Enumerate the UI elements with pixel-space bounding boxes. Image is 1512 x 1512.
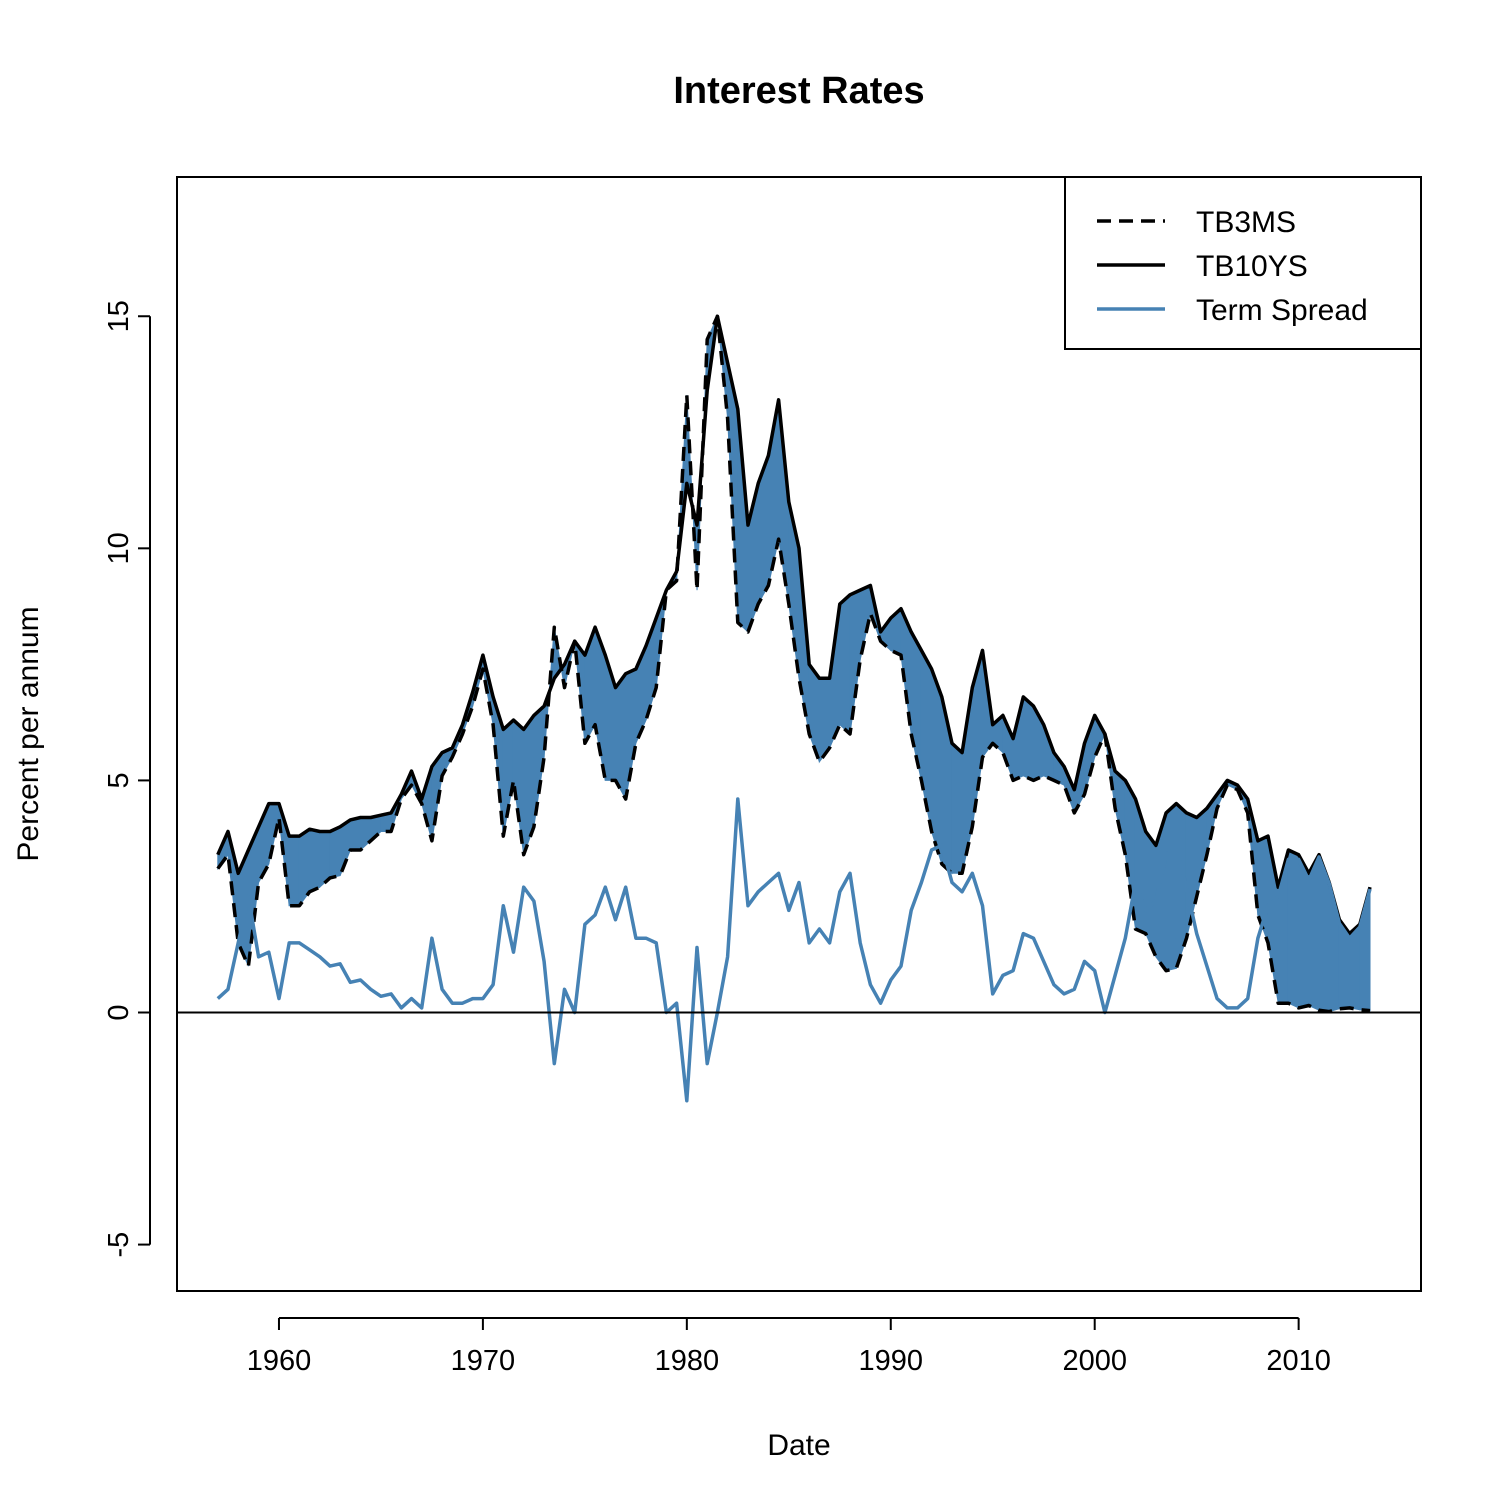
plot-frame: [176, 176, 1422, 1292]
series-line-tb3ms: [216, 314, 1371, 1014]
band-segment: [951, 742, 963, 874]
band-segment: [329, 826, 341, 879]
x-tick-label: 2010: [1266, 1345, 1331, 1377]
x-tick-label: 1970: [451, 1345, 516, 1377]
y-tick-label: 0: [103, 1004, 135, 1020]
y-tick-label: 15: [103, 300, 135, 332]
series-line-term-spread: [216, 797, 1372, 1103]
y-tick-label: 10: [103, 532, 135, 564]
band-segment: [1145, 829, 1157, 958]
x-axis: 1960 1970 1980 1990 2000 2010: [247, 1317, 1331, 1377]
plot-area: [177, 314, 1421, 1103]
band-segment: [1287, 849, 1300, 1009]
legend-box: [1064, 176, 1422, 350]
x-tick-label: 1960: [247, 1345, 312, 1377]
legend-label: Term Spread: [1196, 294, 1368, 327]
band-segment: [1165, 802, 1177, 972]
legend-label: TB10YS: [1196, 250, 1308, 283]
band-segment: [288, 835, 300, 907]
band-segment: [1022, 695, 1035, 782]
band-segment: [931, 668, 943, 865]
legend: TB3MS TB10YS Term Spread: [1064, 176, 1422, 350]
y-axis-label: Percent per annum: [12, 606, 45, 861]
y-axis: -5 0 5 10 15: [103, 300, 151, 1258]
y-tick-label: -5: [103, 1232, 135, 1258]
x-tick-label: 1990: [859, 1345, 924, 1377]
x-axis-label: Date: [767, 1429, 830, 1462]
series-line-layer: [216, 314, 1372, 1103]
x-tick-label: 1980: [655, 1345, 720, 1377]
series-line-tb10ys: [216, 314, 1372, 936]
band-segment: [839, 593, 851, 736]
legend-label: TB3MS: [1196, 206, 1296, 239]
x-tick-label: 2000: [1062, 1345, 1127, 1377]
y-tick-label: 5: [103, 772, 135, 788]
chart-title: Interest Rates: [673, 70, 924, 112]
band-segment: [309, 828, 321, 893]
band-segment: [349, 816, 362, 851]
